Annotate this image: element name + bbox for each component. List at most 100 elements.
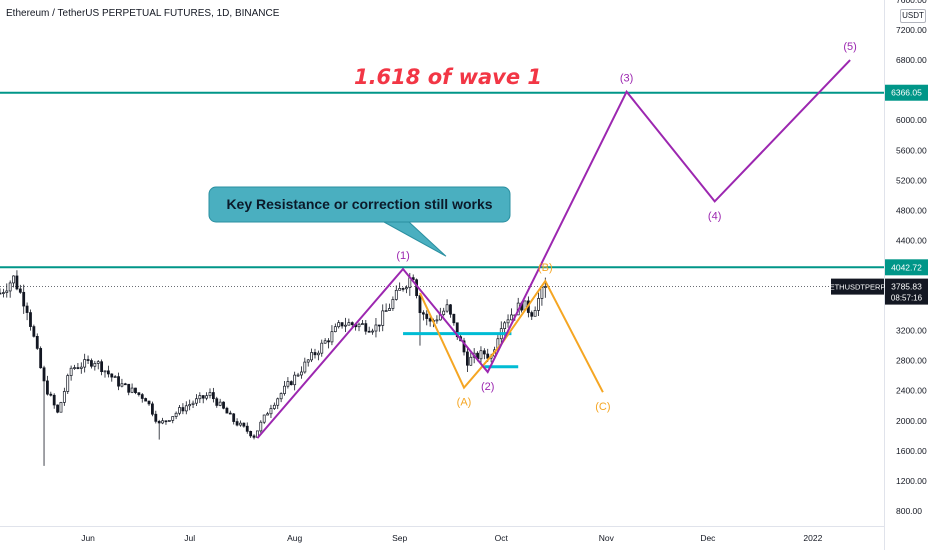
candle	[222, 401, 225, 410]
candle	[235, 418, 239, 427]
candle-body-up	[506, 319, 510, 324]
candle-body-up	[391, 299, 395, 309]
candle	[25, 302, 29, 321]
candle-body-up	[357, 323, 361, 328]
candle-body-down	[123, 383, 127, 386]
candle	[127, 383, 131, 396]
candle	[137, 392, 141, 397]
candle	[218, 398, 222, 407]
candle-body-down	[327, 340, 330, 343]
price-tick-label: 7600.00	[896, 0, 927, 5]
candle-body-up	[269, 408, 273, 415]
candle-body-down	[486, 353, 490, 359]
price-tick-label: 5600.00	[896, 145, 927, 155]
candle-body-up	[5, 290, 9, 293]
callout-text: Key Resistance or correction still works	[226, 196, 492, 212]
candle-body-up	[435, 319, 439, 322]
candle-body-down	[245, 425, 249, 432]
candle-body-down	[22, 291, 26, 307]
candle-body-down	[215, 398, 219, 406]
candle	[113, 375, 117, 378]
currency-selector[interactable]: USDT	[900, 9, 926, 23]
candle-body-up	[510, 314, 513, 321]
candle-body-up	[1, 292, 5, 294]
level-price-label: 6366.05	[891, 88, 922, 98]
candle	[262, 414, 266, 425]
candle-body-up	[93, 363, 97, 367]
candle	[371, 328, 374, 335]
candle-body-up	[205, 395, 209, 399]
candle	[306, 359, 310, 367]
candle-body-down	[39, 348, 43, 369]
candle-body-up	[533, 310, 537, 317]
candle	[181, 403, 185, 415]
candle	[188, 399, 192, 411]
candle-body-up	[286, 381, 290, 387]
candle-body-up	[306, 359, 310, 363]
impulse-wave-label: (5)	[843, 41, 856, 53]
candle	[537, 292, 540, 317]
candle-body-up	[537, 298, 540, 311]
candle-body-up	[103, 370, 107, 373]
candle	[428, 315, 432, 327]
candle	[377, 324, 381, 332]
candle-body-up	[445, 304, 449, 312]
candle	[421, 310, 425, 321]
candle-body-down	[151, 403, 154, 415]
candle-body-up	[503, 322, 507, 330]
candle-body-down	[201, 395, 205, 399]
candle	[425, 310, 429, 326]
candle-body-up	[330, 331, 334, 343]
candle-body-down	[52, 394, 56, 406]
callout-box[interactable]	[208, 186, 511, 223]
time-tick-label: 2022	[803, 533, 822, 543]
candle-body-up	[310, 352, 314, 361]
time-tick-label: Aug	[287, 533, 302, 543]
candle-body-up	[130, 387, 134, 393]
candle	[316, 350, 320, 361]
candle	[337, 320, 341, 329]
candle	[283, 381, 286, 396]
price-tick-label: 4400.00	[896, 235, 927, 245]
candle-body-up	[469, 356, 473, 366]
candle-body-up	[178, 407, 181, 414]
candle	[161, 417, 164, 425]
candle	[211, 387, 215, 403]
corrective-wave-abc[interactable]	[419, 279, 604, 393]
candle	[62, 387, 66, 406]
candle-body-down	[228, 412, 232, 415]
price-tick-label: 1200.00	[896, 476, 927, 486]
candle	[344, 317, 347, 333]
candle-body-down	[452, 313, 456, 324]
candle	[347, 318, 351, 326]
candle-body-down	[86, 359, 90, 361]
candle-body-down	[147, 400, 151, 405]
candle-body-down	[25, 305, 29, 313]
impulse-wave-12345[interactable]	[256, 59, 851, 439]
bar-countdown-label: 08:57:16	[891, 294, 923, 303]
candle	[178, 404, 181, 416]
candle	[164, 420, 168, 425]
candle	[39, 346, 43, 369]
candle	[134, 387, 137, 395]
candle-body-down	[235, 421, 239, 426]
impulse-wave-label: (1)	[396, 250, 409, 262]
candle	[398, 282, 402, 291]
candle	[184, 401, 188, 415]
symbol-tag	[831, 278, 884, 295]
candle	[96, 360, 100, 370]
candle	[90, 358, 93, 369]
last-price-tag	[885, 278, 928, 305]
price-tick-label: 5200.00	[896, 175, 927, 185]
candle-body-down	[49, 393, 53, 396]
level-price-label: 4042.72	[891, 262, 922, 272]
candle-body-up	[337, 322, 341, 328]
candle-body-down	[313, 352, 317, 356]
candle	[35, 333, 39, 350]
candle	[276, 397, 280, 410]
candle	[144, 397, 148, 402]
candle	[5, 283, 9, 298]
candle	[59, 401, 63, 413]
candle-body-down	[144, 398, 148, 402]
